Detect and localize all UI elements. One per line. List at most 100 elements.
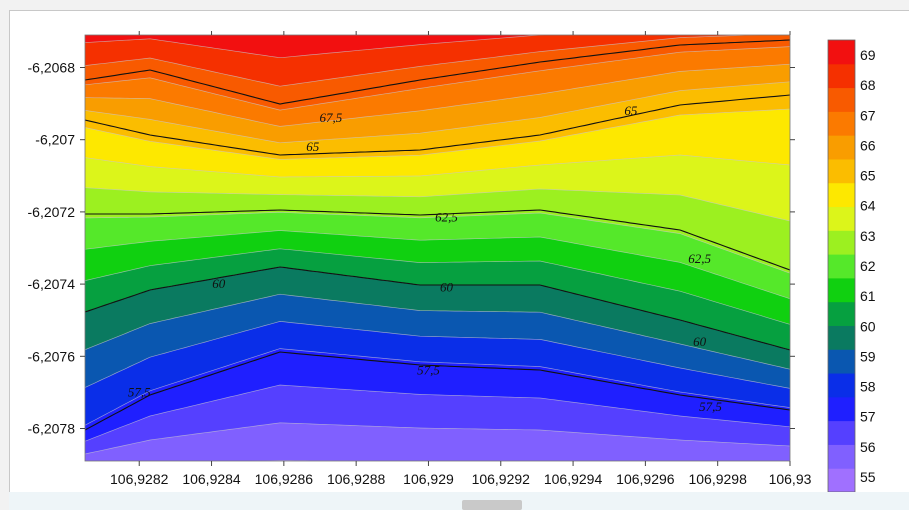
contour-value-label: 60 (212, 276, 226, 291)
y-tick-label: -6,2072 (28, 204, 76, 220)
colorbar-swatch (828, 301, 855, 326)
minor-contour-line (85, 154, 790, 178)
colorbar-label: 58 (860, 379, 876, 395)
colorbar-label: 59 (860, 348, 876, 364)
colorbar-swatch (828, 444, 855, 469)
colorbar-swatch (828, 420, 855, 445)
colorbar-label: 65 (860, 168, 876, 184)
major-contour-line (85, 209, 790, 271)
colorbar-swatch (828, 468, 855, 492)
bottom-strip (9, 492, 909, 510)
colorbar-swatch (828, 40, 855, 65)
left-ruler (0, 10, 10, 510)
x-tick-label: 106,9298 (688, 471, 747, 487)
horizontal-scroll-thumb[interactable] (462, 500, 522, 510)
minor-contour-line (85, 293, 790, 370)
minor-contour-line (85, 422, 790, 455)
contour-band (85, 35, 790, 111)
minor-contour-line (85, 35, 545, 59)
minor-contour-line (85, 187, 790, 222)
colorbar-swatch (828, 396, 855, 422)
colorbar-swatch (828, 158, 855, 184)
x-tick-label: 106,9294 (544, 471, 603, 487)
minor-contour-line (85, 384, 790, 442)
contour-value-label: 65 (624, 103, 638, 118)
contour-band (85, 46, 790, 127)
contour-band (85, 155, 790, 221)
colorbar-label: 69 (860, 47, 876, 63)
colorbar-label: 57 (860, 409, 876, 425)
x-axis: 106,9282 106,9284 106,9286 106,9288 106,929 1… (110, 31, 812, 487)
y-axis: -6,2068 -6,207 -6,2072 -6,2074 -6,2076 -6,207… (28, 59, 795, 437)
contour-band (85, 64, 790, 143)
y-tick-label: -6,2068 (28, 59, 76, 75)
major-contour-line (85, 39, 790, 105)
contour-band (85, 35, 753, 87)
contour-band (85, 248, 790, 350)
contour-band (85, 385, 790, 454)
contour-band (85, 212, 790, 299)
colorbar-label: 63 (860, 228, 876, 244)
y-tick-label: -6,2076 (28, 348, 76, 364)
minor-contour-line (251, 460, 388, 461)
colorbar-swatch (828, 373, 855, 398)
colorbar-swatch (828, 254, 855, 279)
minor-contour-line (85, 230, 790, 300)
contour-value-label: 67,5 (319, 110, 342, 125)
major-contour-line (85, 351, 790, 431)
colorbar-frame (827, 39, 856, 492)
y-tick-label: -6,207 (35, 132, 75, 148)
x-tick-label: 106,9286 (255, 471, 314, 487)
colorbar-swatch (828, 277, 855, 303)
minor-contour-line (85, 321, 790, 389)
colorbar-swatch (828, 325, 855, 350)
contour-chart: 67,5 65 65 62,5 62,5 60 60 60 57,5 57,5 57,5 106,9… (28, 0, 876, 492)
minor-contour-line (85, 63, 790, 127)
contour-band (85, 0, 790, 29)
colorbar-label: 64 (860, 198, 876, 214)
contour-band (85, 187, 790, 274)
y-tick-label: -6,2078 (28, 421, 76, 437)
x-tick-label: 106,9282 (110, 471, 169, 487)
minor-contour-line (85, 81, 790, 144)
y-tick-label: -6,2074 (28, 276, 76, 292)
colorbar-label: 68 (860, 77, 876, 93)
contour-value-label: 57,5 (417, 363, 440, 378)
colorbar-swatch (828, 182, 855, 208)
contour-band (85, 109, 790, 177)
major-contour-line (85, 266, 790, 351)
plot-fill-bands (85, 0, 790, 461)
colorbar-label: 66 (860, 137, 876, 153)
contour-band (85, 294, 790, 389)
contour-band (85, 321, 790, 426)
contour-value-label: 62,5 (435, 209, 458, 224)
colorbar-swatch (828, 87, 855, 112)
colorbar-swatch (828, 206, 855, 231)
colorbar-swatch (828, 135, 855, 160)
plot-frame (84, 34, 791, 462)
contour-labels: 67,5 65 65 62,5 62,5 60 60 60 57,5 57,5 57,5 (128, 103, 722, 414)
x-tick-label: 106,9292 (472, 471, 531, 487)
colorbar-label: 60 (860, 318, 876, 334)
minor-contour-line (85, 35, 762, 87)
colorbar-swatch (828, 230, 855, 255)
colorbar-label: 67 (860, 107, 876, 123)
colorbar-swatch (828, 63, 855, 89)
contour-band (85, 422, 790, 461)
contour-value-label: 65 (306, 139, 320, 154)
minor-contour-line (85, 348, 790, 426)
x-tick-label: 106,93 (769, 471, 812, 487)
colorbar-swatch (828, 111, 855, 136)
contour-value-label: 57,5 (699, 399, 722, 414)
contour-value-label: 62,5 (688, 251, 711, 266)
top-ruler (0, 0, 909, 11)
x-tick-label: 106,9296 (616, 471, 675, 487)
contour-value-label: 60 (440, 280, 454, 295)
x-tick-label: 106,9288 (327, 471, 386, 487)
major-contour-line (85, 94, 790, 156)
minor-contour-line (85, 13, 790, 29)
minor-contour-line (85, 46, 790, 111)
contour-value-label: 57,5 (128, 384, 151, 399)
contour-band (85, 267, 790, 370)
colorbar: 55 56 57 58 59 60 61 62 63 64 65 66 67 68 69 (827, 39, 876, 492)
